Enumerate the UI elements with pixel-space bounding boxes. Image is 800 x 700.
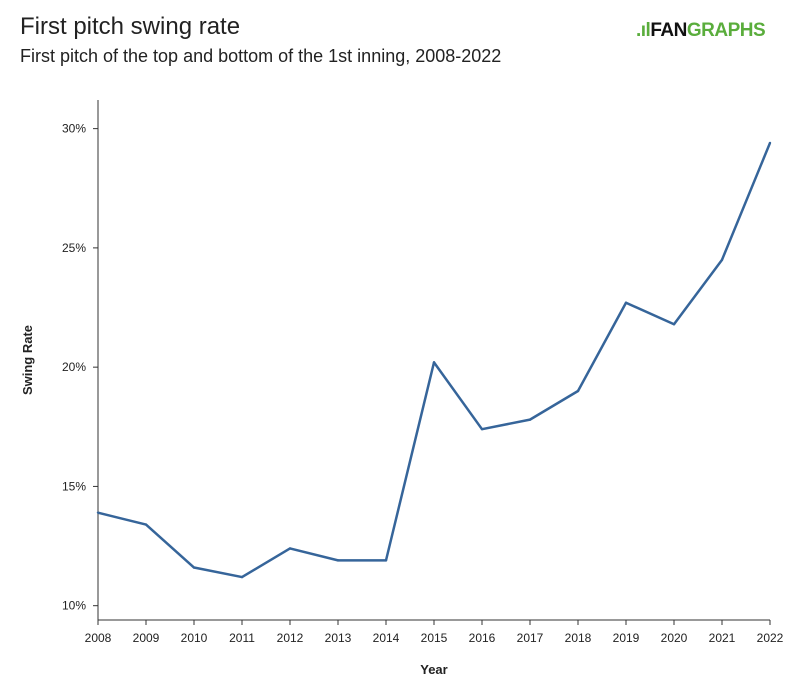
x-axis-label: Year xyxy=(420,662,447,677)
x-tick-label: 2013 xyxy=(325,631,352,645)
x-tick-label: 2019 xyxy=(613,631,640,645)
data-point-2008 xyxy=(96,511,100,514)
data-point-2022 xyxy=(768,141,772,145)
x-tick-label: 2008 xyxy=(85,631,112,645)
x-tick-label: 2009 xyxy=(133,631,160,645)
data-point-2014 xyxy=(384,559,388,562)
chart-subtitle: First pitch of the top and bottom of the… xyxy=(20,46,502,66)
x-tick-label: 2017 xyxy=(517,631,544,645)
x-tick-label: 2014 xyxy=(373,631,400,645)
y-tick-label: 15% xyxy=(62,479,86,493)
data-point-2020 xyxy=(672,323,676,326)
y-axis-label: Swing Rate xyxy=(20,325,35,395)
data-point-2021 xyxy=(720,258,724,262)
y-tick-label: 30% xyxy=(62,122,86,136)
data-point-2017 xyxy=(528,418,532,421)
x-tick-label: 2016 xyxy=(469,631,496,645)
chart-title: First pitch swing rate xyxy=(20,13,241,40)
data-point-2015 xyxy=(432,361,436,364)
x-tick-label: 2022 xyxy=(757,631,784,645)
data-point-2013 xyxy=(336,559,340,562)
x-tick-label: 2021 xyxy=(709,631,736,645)
data-point-2012 xyxy=(288,547,292,550)
y-tick-label: 10% xyxy=(62,599,86,613)
data-point-2019 xyxy=(624,301,628,304)
data-point-2016 xyxy=(480,427,484,431)
fangraphs-logo: .ılFANGRAPHS xyxy=(636,20,766,41)
x-tick-label: 2018 xyxy=(565,631,592,645)
data-point-2010 xyxy=(192,566,196,569)
series-line xyxy=(97,142,772,579)
x-tick-label: 2020 xyxy=(661,631,688,645)
data-point-2018 xyxy=(576,389,580,393)
logo-bars-icon: .ıl xyxy=(636,20,651,41)
y-tick-label: 25% xyxy=(62,241,86,255)
x-tick-label: 2010 xyxy=(181,631,208,645)
x-tick-label: 2011 xyxy=(229,631,255,645)
y-tick-label: 20% xyxy=(62,360,86,374)
x-tick-label: 2012 xyxy=(277,631,304,645)
x-tick-label: 2015 xyxy=(421,631,448,645)
data-point-2011 xyxy=(240,575,244,579)
data-point-2009 xyxy=(144,523,148,526)
